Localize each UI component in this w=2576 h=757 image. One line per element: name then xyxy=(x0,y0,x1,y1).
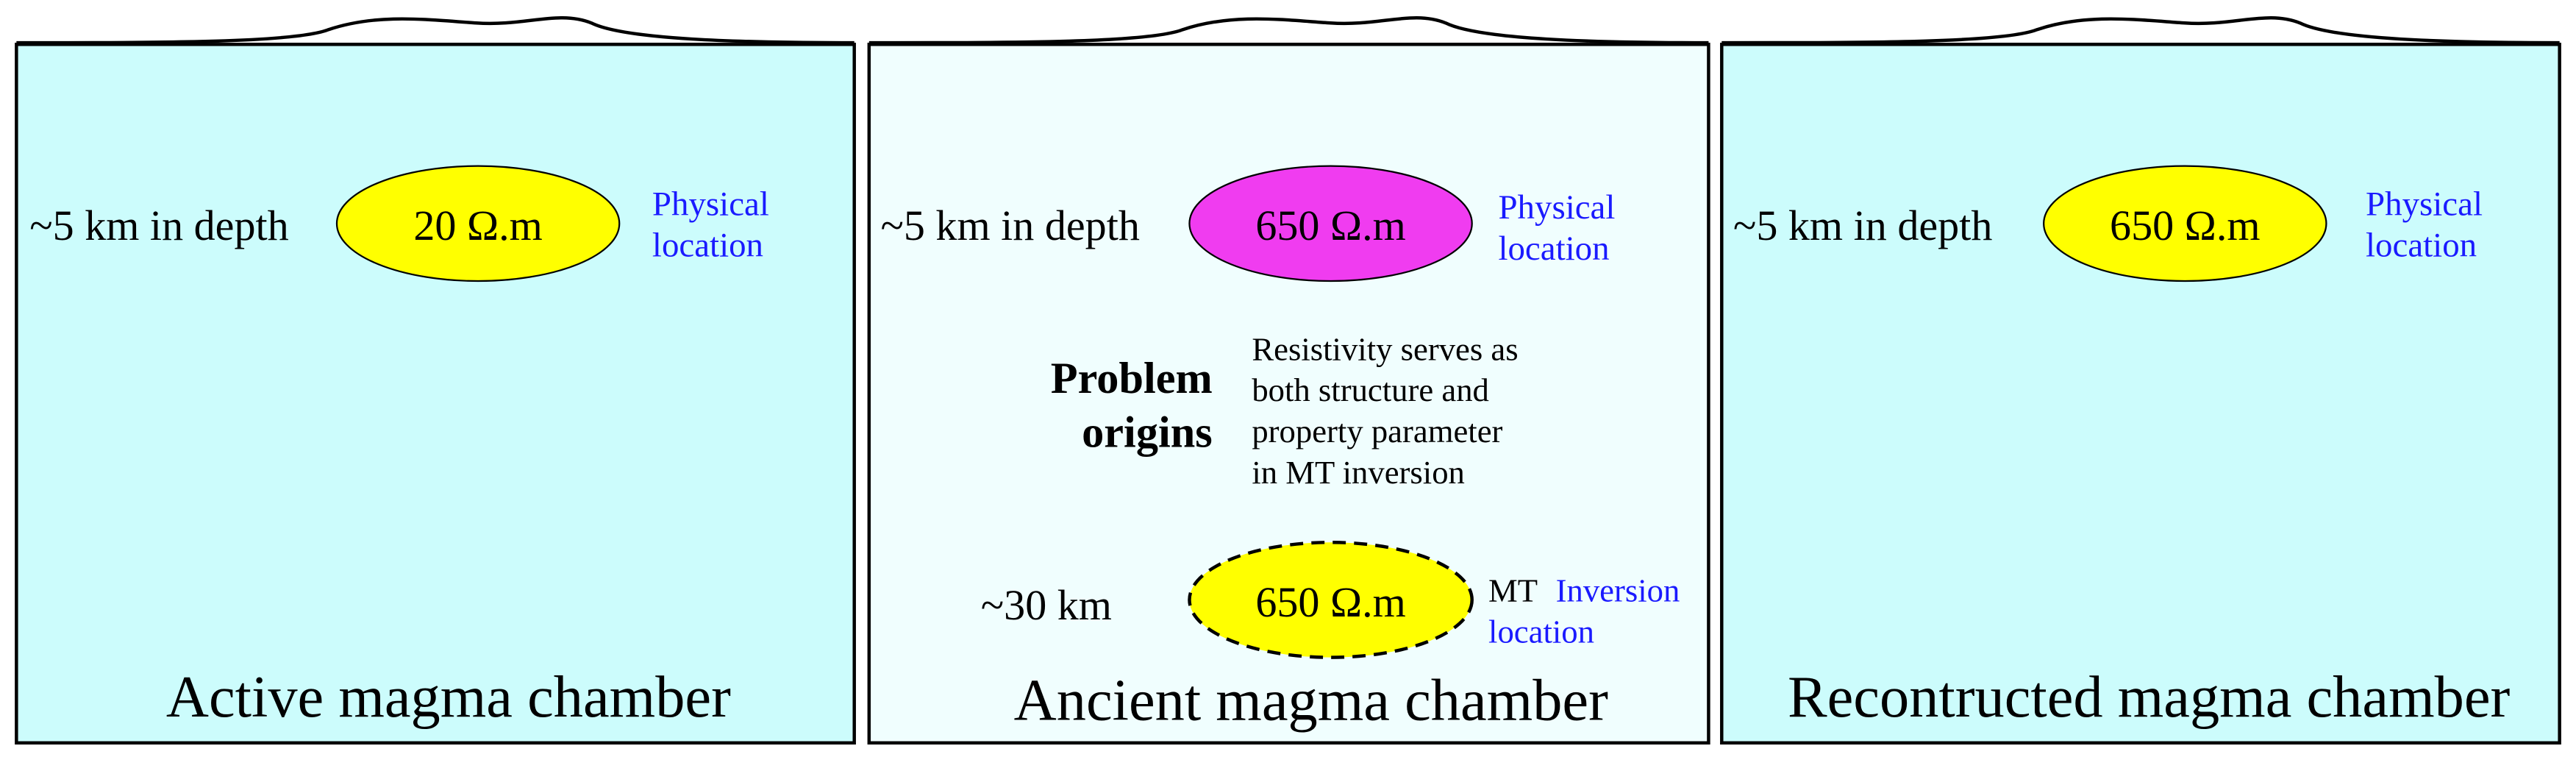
surface-line xyxy=(16,16,854,45)
depth-label: ~5 km in depth xyxy=(29,202,288,249)
note-line: property parameter xyxy=(1252,413,1502,449)
depth-label: ~5 km in depth xyxy=(880,202,1139,249)
panel: ~5 km in depth 20 Ω.m Physical location … xyxy=(15,16,856,745)
panel-box xyxy=(15,43,856,745)
chamber xyxy=(2043,165,2327,282)
location-label: location xyxy=(1488,614,1594,650)
location-label: location xyxy=(1498,230,1609,268)
panel: ~5 km in depth 650 Ω.m Physical location… xyxy=(1720,16,2561,745)
problem-label: origins xyxy=(1082,408,1213,458)
surface-line xyxy=(868,16,1709,45)
depth-label: ~30 km xyxy=(981,581,1112,629)
location-label: location xyxy=(2366,227,2477,265)
location-label: Physical xyxy=(1498,188,1615,227)
resistivity: 650 Ω.m xyxy=(1255,578,1406,626)
note-line: Resistivity serves as xyxy=(1252,330,1518,367)
method-label: MT xyxy=(1488,572,1538,609)
panel-title: Active magma chamber xyxy=(166,664,731,730)
panel-title: Ancient magma chamber xyxy=(1014,668,1608,733)
location-label: Physical xyxy=(2366,185,2483,224)
location-label: location xyxy=(652,227,763,265)
chamber xyxy=(1188,540,1474,659)
panel-title: Recontructed magma chamber xyxy=(1788,664,2511,730)
chamber xyxy=(335,165,621,282)
panel-box xyxy=(1720,43,2561,745)
resistivity: 650 Ω.m xyxy=(2110,202,2261,249)
note-line: both structure and xyxy=(1252,372,1489,408)
resistivity: 650 Ω.m xyxy=(1255,202,1406,249)
depth-label: ~5 km in depth xyxy=(1733,202,1992,249)
location-label: Inversion xyxy=(1556,572,1680,609)
location-label: Physical xyxy=(652,185,769,224)
problem-label: Problem xyxy=(1051,354,1213,403)
panel: ~5 km in depth 650 Ω.m Physical location… xyxy=(867,16,1710,745)
surface-line xyxy=(1722,16,2560,45)
resistivity: 20 Ω.m xyxy=(413,202,542,249)
note-line: in MT inversion xyxy=(1252,454,1465,491)
chamber xyxy=(1188,165,1473,282)
